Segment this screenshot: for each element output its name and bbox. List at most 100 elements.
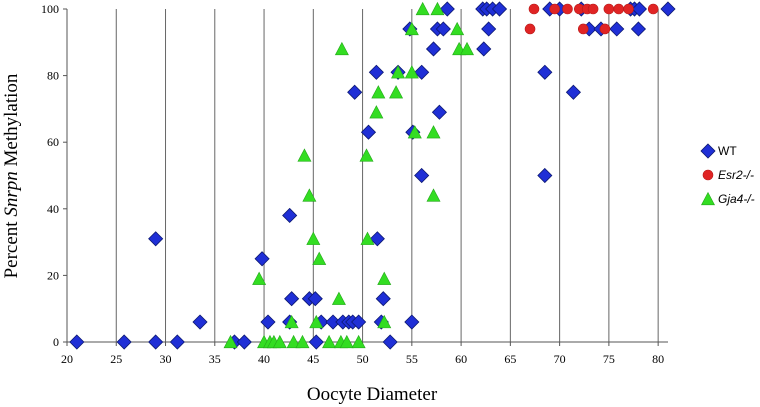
data-point-s1-8 [599,23,611,35]
y-tick-label-0: 0 [53,335,59,349]
data-point-s0-10 [282,207,298,224]
data-point-s0-57 [630,21,647,37]
data-point-s2-6 [284,314,299,329]
data-point-s0-46 [537,64,553,80]
data-point-s0-41 [476,41,492,57]
x-tick-label-30: 30 [160,352,172,366]
series-1 [524,3,659,35]
legend-marker-0 [700,143,716,159]
data-point-s0-3 [148,334,164,350]
data-point-s2-9 [297,148,312,162]
data-point-s2-22 [369,105,384,119]
data-point-s1-0 [524,23,536,35]
data-point-s0-34 [414,167,430,184]
data-point-s0-24 [368,64,384,80]
data-point-s2-0 [223,334,238,349]
data-point-s2-33 [426,188,441,202]
data-point-s2-12 [309,314,324,329]
data-point-s0-0 [69,334,85,350]
data-point-s0-22 [351,314,367,330]
data-point-s2-20 [359,148,374,162]
y-tick-label-20: 20 [47,268,59,282]
data-point-s0-2 [148,231,164,247]
data-point-s0-43 [481,21,497,37]
legend-entry-2: Gja4-/- [701,191,755,206]
data-point-s0-8 [254,251,270,267]
x-tick-label-80: 80 [652,352,664,366]
x-tick-label-65: 65 [504,352,516,366]
data-point-s0-31 [404,314,420,330]
x-tick-label-50: 50 [357,352,369,366]
legend-entry-1: Esr2-/- [702,168,754,182]
legend: WT Esr2-/- Gja4-/- [700,143,755,206]
data-point-s2-7 [286,334,301,349]
data-point-s2-23 [371,85,386,99]
legend-label-0: WT [718,144,737,158]
y-tick-label-80: 80 [47,69,59,83]
data-point-s2-17 [334,41,349,56]
data-point-s0-37 [431,104,447,120]
data-point-s2-34 [430,1,445,16]
data-point-s2-24 [377,271,392,285]
data-point-s0-33 [414,64,430,80]
data-point-s1-2 [549,3,560,15]
x-tick-label-45: 45 [307,352,319,366]
x-tick-label-75: 75 [603,352,615,366]
data-point-s0-50 [565,84,581,100]
data-point-s0-7 [236,334,252,350]
data-point-s2-13 [312,251,327,265]
data-point-s2-30 [407,125,422,139]
data-point-s2-37 [460,41,475,56]
data-point-s0-45 [491,1,508,17]
data-point-s0-23 [360,124,377,140]
data-point-s0-27 [375,291,391,307]
data-point-s0-21 [347,84,363,100]
x-tick-label-35: 35 [209,352,221,366]
series-2 [223,1,475,349]
data-point-s2-8 [295,334,310,349]
data-point-s0-1 [116,334,132,350]
legend-marker-2 [701,191,715,206]
data-point-s2-35 [450,21,465,36]
data-point-s1-7 [587,3,599,15]
y-tick-label-100: 100 [41,2,59,16]
gridlines [115,9,659,342]
data-point-s0-39 [439,1,455,17]
data-point-s1-12 [647,3,659,15]
data-point-s2-21 [360,231,375,245]
x-tick-label-60: 60 [455,352,467,366]
data-point-s2-26 [389,85,404,99]
data-point-s2-14 [322,334,337,349]
data-point-s2-18 [339,334,354,349]
data-point-s0-59 [660,1,676,17]
y-tick-label-40: 40 [47,202,59,216]
data-point-s0-54 [609,21,625,37]
data-point-s1-9 [603,3,615,15]
data-point-s2-31 [415,1,430,16]
data-point-s2-27 [391,65,406,79]
x-tick-label-40: 40 [258,352,270,366]
x-tick-label-70: 70 [554,352,566,366]
data-point-s2-1 [252,271,267,285]
data-point-s2-25 [377,314,392,329]
data-point-s0-9 [260,314,276,330]
y-axis-title-pre: Percent [1,217,22,279]
data-point-s0-5 [192,314,208,330]
data-point-s1-1 [528,3,540,15]
x-axis-title: Oocyte Diameter [307,384,438,405]
data-point-s2-32 [426,125,441,139]
data-point-s2-5 [272,334,287,349]
legend-entry-0: WT [700,143,737,159]
data-point-s1-11 [623,3,634,15]
legend-label-1: Esr2-/- [718,168,754,182]
series-0 [69,1,676,350]
data-point-s0-15 [308,334,324,350]
data-point-s1-3 [562,3,573,15]
data-point-s2-15 [331,291,346,305]
data-point-s2-10 [302,188,317,202]
y-tick-labels: 0 20 40 60 80 100 [41,2,67,349]
data-point-s1-5 [577,23,589,35]
y-axis-title-post: Methylation [1,73,22,171]
x-tick-label-25: 25 [110,352,122,366]
